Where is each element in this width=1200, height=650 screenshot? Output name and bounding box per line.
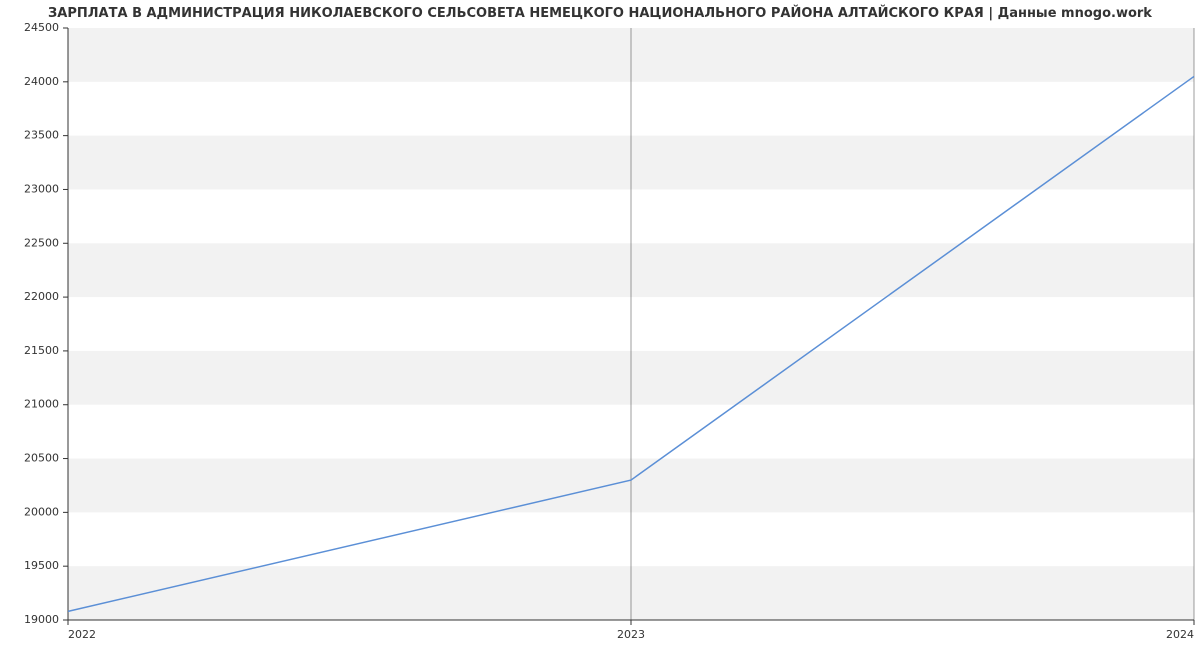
x-tick-label: 2023	[617, 628, 645, 641]
y-tick-label: 24000	[24, 75, 59, 88]
x-tick-label: 2022	[68, 628, 96, 641]
y-tick-label: 23000	[24, 182, 59, 195]
y-tick-label: 24500	[24, 21, 59, 34]
y-tick-label: 23500	[24, 129, 59, 142]
chart-svg: 19000 19500 20000 20500 21000 21500 22000 22500…	[0, 0, 1200, 650]
y-tick-label: 19000	[24, 613, 59, 626]
chart-title: ЗАРПЛАТА В АДМИНИСТРАЦИЯ НИКОЛАЕВСКОГО С…	[0, 6, 1200, 21]
y-tick-label: 19500	[24, 559, 59, 572]
salary-line-chart: ЗАРПЛАТА В АДМИНИСТРАЦИЯ НИКОЛАЕВСКОГО С…	[0, 0, 1200, 650]
y-tick-label: 20500	[24, 452, 59, 465]
y-tick-label: 21500	[24, 344, 59, 357]
y-tick-label: 20000	[24, 505, 59, 518]
x-tick-label: 2024	[1166, 628, 1194, 641]
y-tick-label: 22500	[24, 236, 59, 249]
y-tick-label: 21000	[24, 398, 59, 411]
y-tick-label: 22000	[24, 290, 59, 303]
